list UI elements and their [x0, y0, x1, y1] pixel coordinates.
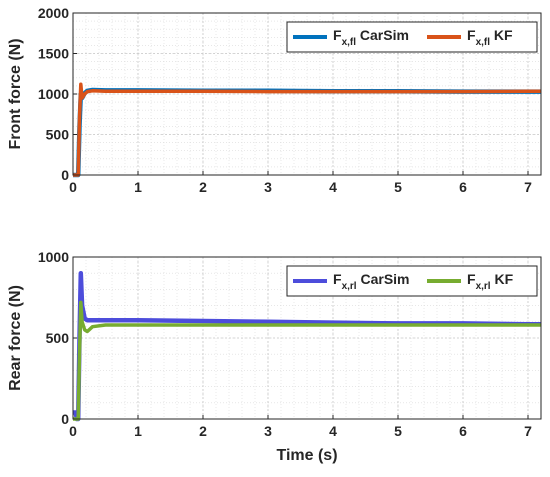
x-tick-label: 1 — [134, 423, 142, 439]
legend: Fx,fl CarSim Fx,fl KF — [286, 21, 538, 53]
y-tick-label: 0 — [61, 411, 69, 427]
x-tick-label: 4 — [329, 179, 337, 195]
x-axis-label: Time (s) — [276, 447, 337, 464]
y-tick-label: 500 — [46, 127, 70, 143]
x-tick-label: 6 — [459, 423, 467, 439]
chart-panel-1: 0 1 2 3 4 5 6 7 0 500 1000 1500 2000 Front force (N) F… — [7, 5, 542, 195]
x-tick-label: 1 — [134, 179, 142, 195]
x-tick-label: 7 — [524, 423, 532, 439]
x-tick-label: 0 — [69, 179, 77, 195]
y-tick-label: 1000 — [38, 249, 69, 265]
y-tick-label: 1000 — [38, 86, 69, 102]
x-tick-label: 3 — [264, 423, 272, 439]
x-tick-label: 2 — [199, 179, 207, 195]
x-tick-label: 0 — [69, 423, 77, 439]
legend: Fx,rl CarSim Fx,rl KF — [286, 265, 538, 297]
y-tick-label: 500 — [46, 330, 70, 346]
x-tick-label: 6 — [459, 179, 467, 195]
legend-box — [286, 21, 538, 53]
chart-panel-2: 0 1 2 3 4 5 6 7 0 500 1000 Rear force (N) Time (s) Fx… — [7, 249, 542, 464]
x-tick-label: 5 — [394, 423, 402, 439]
y-tick-label: 0 — [61, 167, 69, 183]
y-tick-label: 2000 — [38, 5, 69, 21]
series-line-1 — [73, 87, 541, 178]
x-tick-label: 7 — [524, 179, 532, 195]
legend-label-2: Fx,fl KF — [467, 27, 513, 48]
x-tick-label: 5 — [394, 179, 402, 195]
legend-box — [286, 265, 538, 297]
legend-label-1: Fx,fl CarSim — [333, 27, 409, 48]
y-tick-label: 1500 — [38, 46, 69, 62]
legend-label-2: Fx,rl KF — [467, 271, 514, 292]
y-axis-label: Rear force (N) — [7, 285, 24, 391]
x-tick-label: 2 — [199, 423, 207, 439]
legend-label-1: Fx,rl CarSim — [333, 271, 410, 292]
y-axis-label: Front force (N) — [7, 38, 24, 149]
x-tick-label: 4 — [329, 423, 337, 439]
x-tick-label: 3 — [264, 179, 272, 195]
